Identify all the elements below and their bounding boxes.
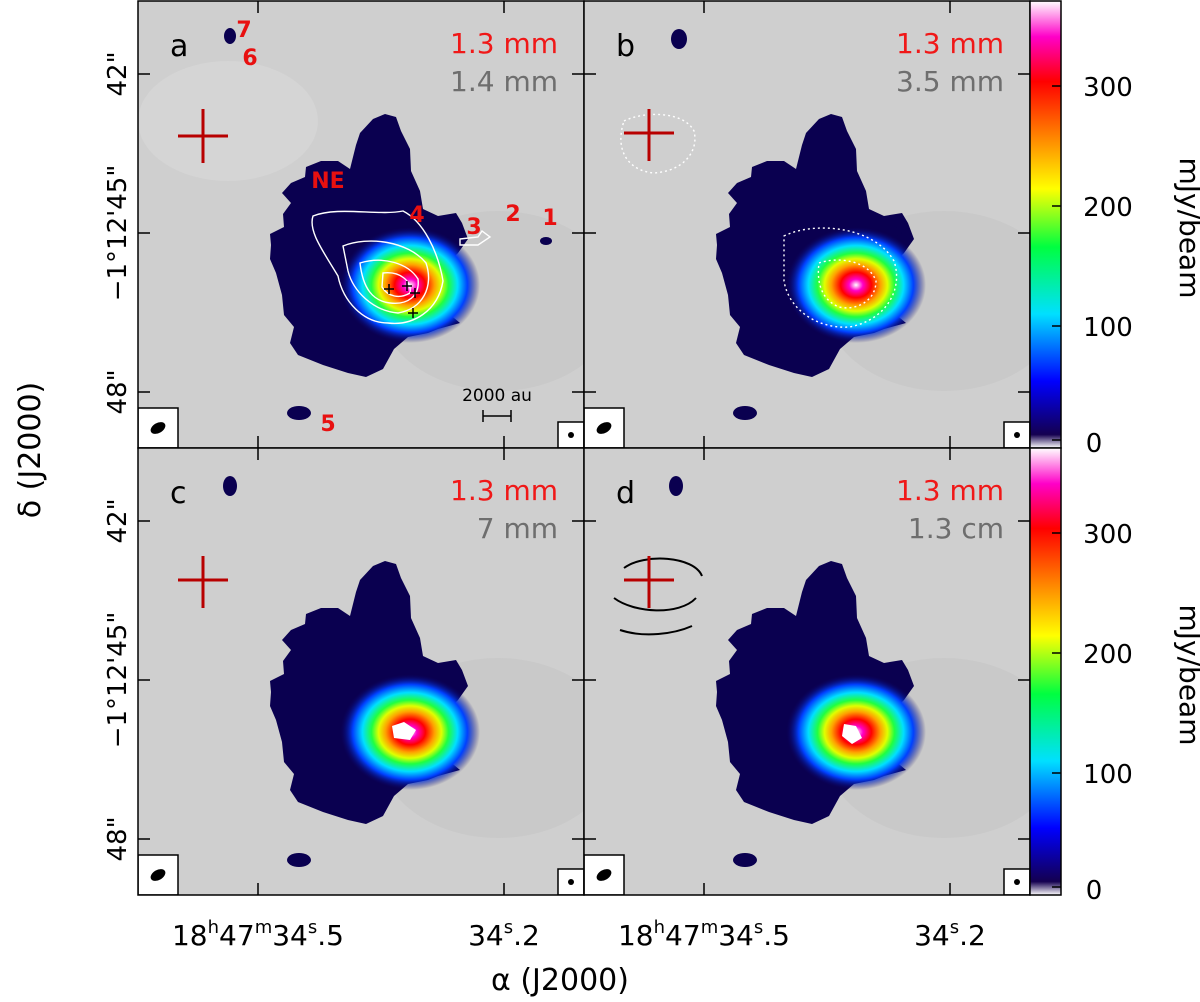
label-ne: NE <box>311 169 344 194</box>
peak-markers <box>384 281 420 318</box>
beam-inset-right <box>1003 421 1030 448</box>
colorbar-tick-200: 200 <box>1083 193 1133 223</box>
panel-letter: a <box>170 29 188 64</box>
colorbar-label: mJy/beam <box>1173 605 1200 746</box>
scale-bar-label: 2000 au <box>462 386 532 406</box>
scale-bar <box>482 410 512 422</box>
colorbar-label: mJy/beam <box>1173 158 1200 299</box>
beam-inset-right <box>557 868 584 895</box>
svg-text:34s.2: 34s.2 <box>914 917 986 952</box>
x-tick-ra-2: 34s.2 <box>468 917 540 952</box>
y-axis-label: δ (J2000) <box>13 382 48 519</box>
panel-letter: d <box>616 476 635 511</box>
panel-a: 2000 au NE 4 3 2 1 5 6 7 a 1.3 mm 1.4 mm <box>137 0 585 449</box>
band-comparison: 1.3 cm <box>908 512 1004 545</box>
beam-inset-left <box>138 854 179 895</box>
band-comparison: 7 mm <box>477 512 558 545</box>
colorbar-tick-0: 0 <box>1086 429 1103 459</box>
panel-letter: c <box>170 476 187 511</box>
colorbar-bottom <box>1029 447 1062 896</box>
label-source-6: 6 <box>242 46 257 71</box>
band-reference: 1.3 mm <box>450 474 558 507</box>
x-tick-ra-2: 34s.2 <box>914 917 986 952</box>
svg-text:34s.2: 34s.2 <box>468 917 540 952</box>
axis-ticks <box>138 1 1030 895</box>
beam-inset-right <box>557 421 584 448</box>
band-comparison: 3.5 mm <box>896 65 1004 98</box>
colorbar-tick-100: 100 <box>1083 760 1133 790</box>
colorbar-tick-200: 200 <box>1083 640 1133 670</box>
y-tick-45: −1°12'45" <box>103 612 133 749</box>
band-comparison: 1.4 mm <box>450 65 558 98</box>
label-source-3: 3 <box>466 215 481 240</box>
label-source-4: 4 <box>409 203 424 228</box>
beam-inset-right <box>1003 868 1030 895</box>
y-tick-45: −1°12'45" <box>103 165 133 302</box>
cross-marker <box>178 556 228 608</box>
colorbar-tick-300: 300 <box>1083 520 1133 550</box>
panel-b: b 1.3 mm 3.5 mm <box>583 0 1031 449</box>
label-source-2: 2 <box>505 202 520 227</box>
contours <box>613 557 703 636</box>
label-source-1: 1 <box>542 206 557 231</box>
beam-inset-left <box>138 407 179 448</box>
contours <box>620 113 898 328</box>
y-tick-42: 42" <box>103 51 133 96</box>
y-tick-48: 48" <box>103 816 133 861</box>
label-source-5: 5 <box>320 412 335 437</box>
x-tick-ra-1: 18h47m34s.5 <box>618 917 790 952</box>
panel-d: d 1.3 mm 1.3 cm <box>583 447 1031 896</box>
y-tick-42: 42" <box>103 498 133 543</box>
svg-text:18h47m34s.5: 18h47m34s.5 <box>618 917 790 952</box>
x-tick-ra-1: 18h47m34s.5 <box>172 917 344 952</box>
contours <box>311 210 492 325</box>
beam-inset-left <box>584 854 625 895</box>
cross-marker <box>624 556 674 608</box>
core-peak <box>392 722 416 740</box>
core-peak <box>842 724 862 744</box>
x-axis-label: α (J2000) <box>491 963 629 998</box>
cross-marker <box>624 109 674 161</box>
panel-c: c 1.3 mm 7 mm <box>137 447 585 896</box>
y-tick-48: 48" <box>103 369 133 414</box>
svg-text:18h47m34s.5: 18h47m34s.5 <box>172 917 344 952</box>
label-source-7: 7 <box>236 18 251 43</box>
colorbar-top <box>1029 0 1062 449</box>
band-reference: 1.3 mm <box>896 474 1004 507</box>
colorbar-tick-300: 300 <box>1083 73 1133 103</box>
colorbar-tick-100: 100 <box>1083 313 1133 343</box>
band-reference: 1.3 mm <box>450 27 558 60</box>
band-reference: 1.3 mm <box>896 27 1004 60</box>
panel-letter: b <box>616 29 635 64</box>
cross-marker <box>178 109 228 163</box>
beam-inset-left <box>584 407 625 448</box>
colorbar-tick-0: 0 <box>1086 876 1103 906</box>
